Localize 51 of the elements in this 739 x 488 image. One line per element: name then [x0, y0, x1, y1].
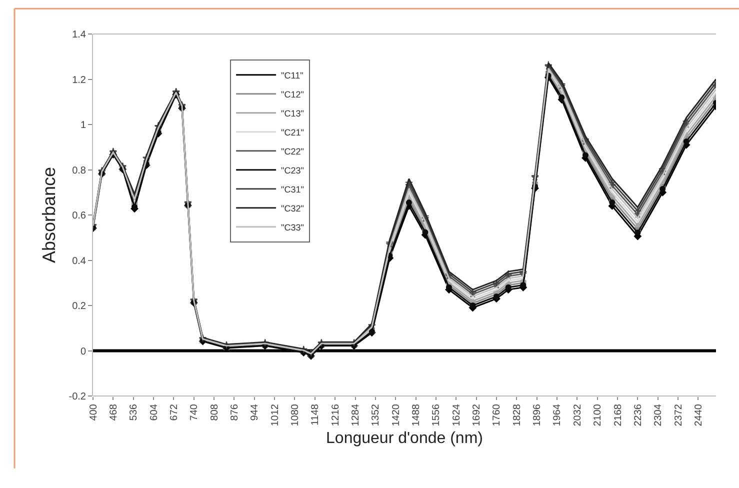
- x-tick-label: 400: [88, 404, 100, 421]
- x-tick-label: 1896: [532, 404, 544, 426]
- y-tick-label: 0.6: [72, 210, 86, 222]
- legend-label: "C32": [281, 203, 304, 214]
- legend-label: "C12": [281, 89, 304, 100]
- x-tick-label: 1420: [390, 404, 402, 426]
- y-tick-label: 0.8: [72, 165, 86, 176]
- x-tick-label: 876: [229, 404, 240, 421]
- x-tick-label: 2168: [612, 404, 624, 426]
- x-tick-label: 1284: [350, 404, 362, 426]
- y-tick-label: 0.4: [72, 256, 86, 267]
- y-tick-label: 1: [80, 120, 86, 131]
- x-tick-label: 1488: [411, 404, 422, 426]
- legend-label: "C23": [281, 165, 304, 176]
- x-tick-label: 2304: [653, 404, 664, 426]
- x-tick-label: 1964: [552, 404, 564, 426]
- x-tick-label: 1624: [451, 404, 462, 426]
- legend-label: "C22": [281, 146, 304, 156]
- x-tick-label: 2032: [572, 404, 584, 426]
- y-tick-label: 1.4: [72, 30, 86, 40]
- x-tick-label: 1760: [492, 404, 503, 426]
- x-tick-label: 1828: [512, 404, 523, 426]
- legend-label: "C13": [281, 108, 304, 118]
- x-tick-label: 1352: [370, 404, 382, 426]
- y-tick-label: 0.2: [72, 301, 86, 312]
- legend-label: "C31": [281, 184, 304, 194]
- x-tick-label: 1556: [431, 404, 442, 426]
- legend-label: "C11": [281, 70, 304, 80]
- x-tick-label: 740: [189, 404, 200, 421]
- x-tick-label: 468: [108, 404, 120, 421]
- x-tick-label: 604: [148, 404, 160, 421]
- x-tick-label: 2100: [592, 404, 604, 426]
- x-tick-label: 536: [128, 404, 140, 421]
- y-tick-label: 0: [80, 346, 86, 358]
- legend-label: "C33": [281, 222, 304, 232]
- y-tick-label: 1.2: [72, 74, 86, 86]
- y-tick-label: -0.2: [68, 392, 86, 402]
- x-tick-label: 1216: [330, 404, 342, 426]
- x-tick-label: 672: [168, 404, 180, 421]
- x-tick-label: 2440: [693, 404, 704, 426]
- legend-label: "C21": [281, 127, 304, 138]
- x-tick-label: 2372: [673, 404, 684, 426]
- x-tick-label: 1148: [310, 404, 322, 426]
- x-tick-label: 1012: [270, 404, 281, 426]
- x-tick-label: 2236: [632, 404, 644, 426]
- x-tick-label: 944: [250, 404, 261, 421]
- x-tick-label: 1080: [290, 404, 301, 426]
- x-tick-label: 1692: [472, 404, 483, 426]
- x-tick-label: 808: [209, 404, 220, 421]
- x-axis-title: Longueur d'onde (nm): [326, 430, 483, 447]
- y-axis-title: Absorbance: [38, 166, 59, 264]
